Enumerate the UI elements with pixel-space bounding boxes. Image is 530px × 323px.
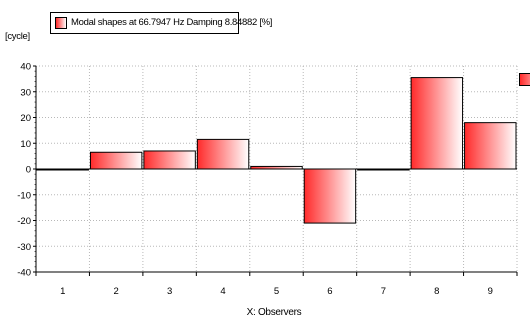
- y-tick-label: 30: [20, 87, 31, 98]
- x-tick-label: 5: [274, 286, 279, 297]
- y-axis-unit-label: [cycle]: [5, 31, 30, 42]
- x-tick-label: 9: [488, 286, 493, 297]
- y-tick-label: -30: [17, 242, 31, 253]
- bar: [303, 168, 357, 224]
- partial-legend-swatch: [519, 73, 530, 86]
- y-tick-label: -20: [17, 216, 31, 227]
- bar: [250, 165, 303, 170]
- y-tick-label: -10: [17, 190, 31, 201]
- tick-labels: -40 -30 -20 -10 0 10 20 30 40 1 2 3 4 5 6 7 8 9: [17, 62, 493, 298]
- x-tick-label: 7: [381, 286, 386, 297]
- bar: [143, 150, 196, 170]
- bar: [410, 77, 464, 170]
- bars: [36, 77, 517, 224]
- bar: [36, 168, 89, 171]
- bar: [357, 168, 410, 171]
- chart-legend: Modal shapes at 66.7947 Hz Damping 8.848…: [50, 12, 272, 34]
- x-tick-label: 6: [327, 286, 332, 297]
- x-tick-label: 4: [220, 286, 225, 297]
- legend-swatch: [55, 17, 67, 29]
- x-tick-label: 2: [114, 286, 119, 297]
- y-tick-label: 40: [20, 62, 31, 73]
- x-axis-title: X: Observers: [247, 307, 302, 318]
- x-tick-label: 8: [434, 286, 439, 297]
- y-tick-label: 0: [26, 165, 31, 176]
- bar: [89, 151, 143, 170]
- y-tick-label: 10: [20, 139, 31, 150]
- x-tick-label: 3: [167, 286, 172, 297]
- y-tick-label: -40: [17, 268, 31, 279]
- bar: [196, 138, 250, 170]
- y-tick-label: 20: [20, 113, 31, 124]
- x-tick-label: 1: [60, 286, 65, 297]
- legend-label: Modal shapes at 66.7947 Hz Damping 8.848…: [71, 17, 273, 28]
- bar: [464, 122, 517, 170]
